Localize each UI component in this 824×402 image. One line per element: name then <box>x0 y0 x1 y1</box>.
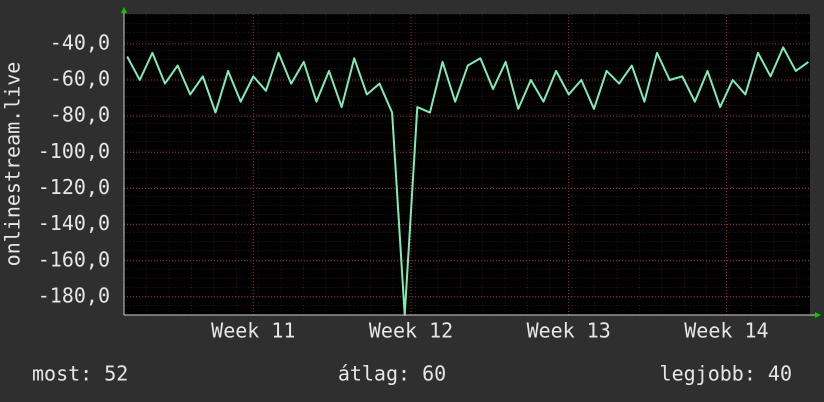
series-line <box>126 46 810 316</box>
minor-grid <box>124 14 810 315</box>
y-arrow <box>121 7 127 13</box>
x-tick-label: Week 13 <box>527 319 611 343</box>
x-tick-label: Week 14 <box>684 319 768 343</box>
x-tick-label: Week 12 <box>369 319 453 343</box>
footer-average: átlag: 60 <box>338 362 446 386</box>
y-tick-label: -160,0 <box>38 247 110 271</box>
y-tick-label: -40,0 <box>50 30 110 54</box>
y-tick-label: -80,0 <box>50 103 110 127</box>
x-tick-label: Week 11 <box>211 319 295 343</box>
y-tick-label: -180,0 <box>38 283 110 307</box>
y-tick-label: -100,0 <box>38 139 110 163</box>
y-tick-label: -60,0 <box>50 66 110 90</box>
footer-current: most: 52 <box>32 362 128 386</box>
footer-best: legjobb: 40 <box>660 362 792 386</box>
x-arrow <box>815 312 821 318</box>
y-tick-label: -140,0 <box>38 211 110 235</box>
y-tick-label: -120,0 <box>38 175 110 199</box>
y-axis-label: onlinestream.live <box>1 62 25 267</box>
